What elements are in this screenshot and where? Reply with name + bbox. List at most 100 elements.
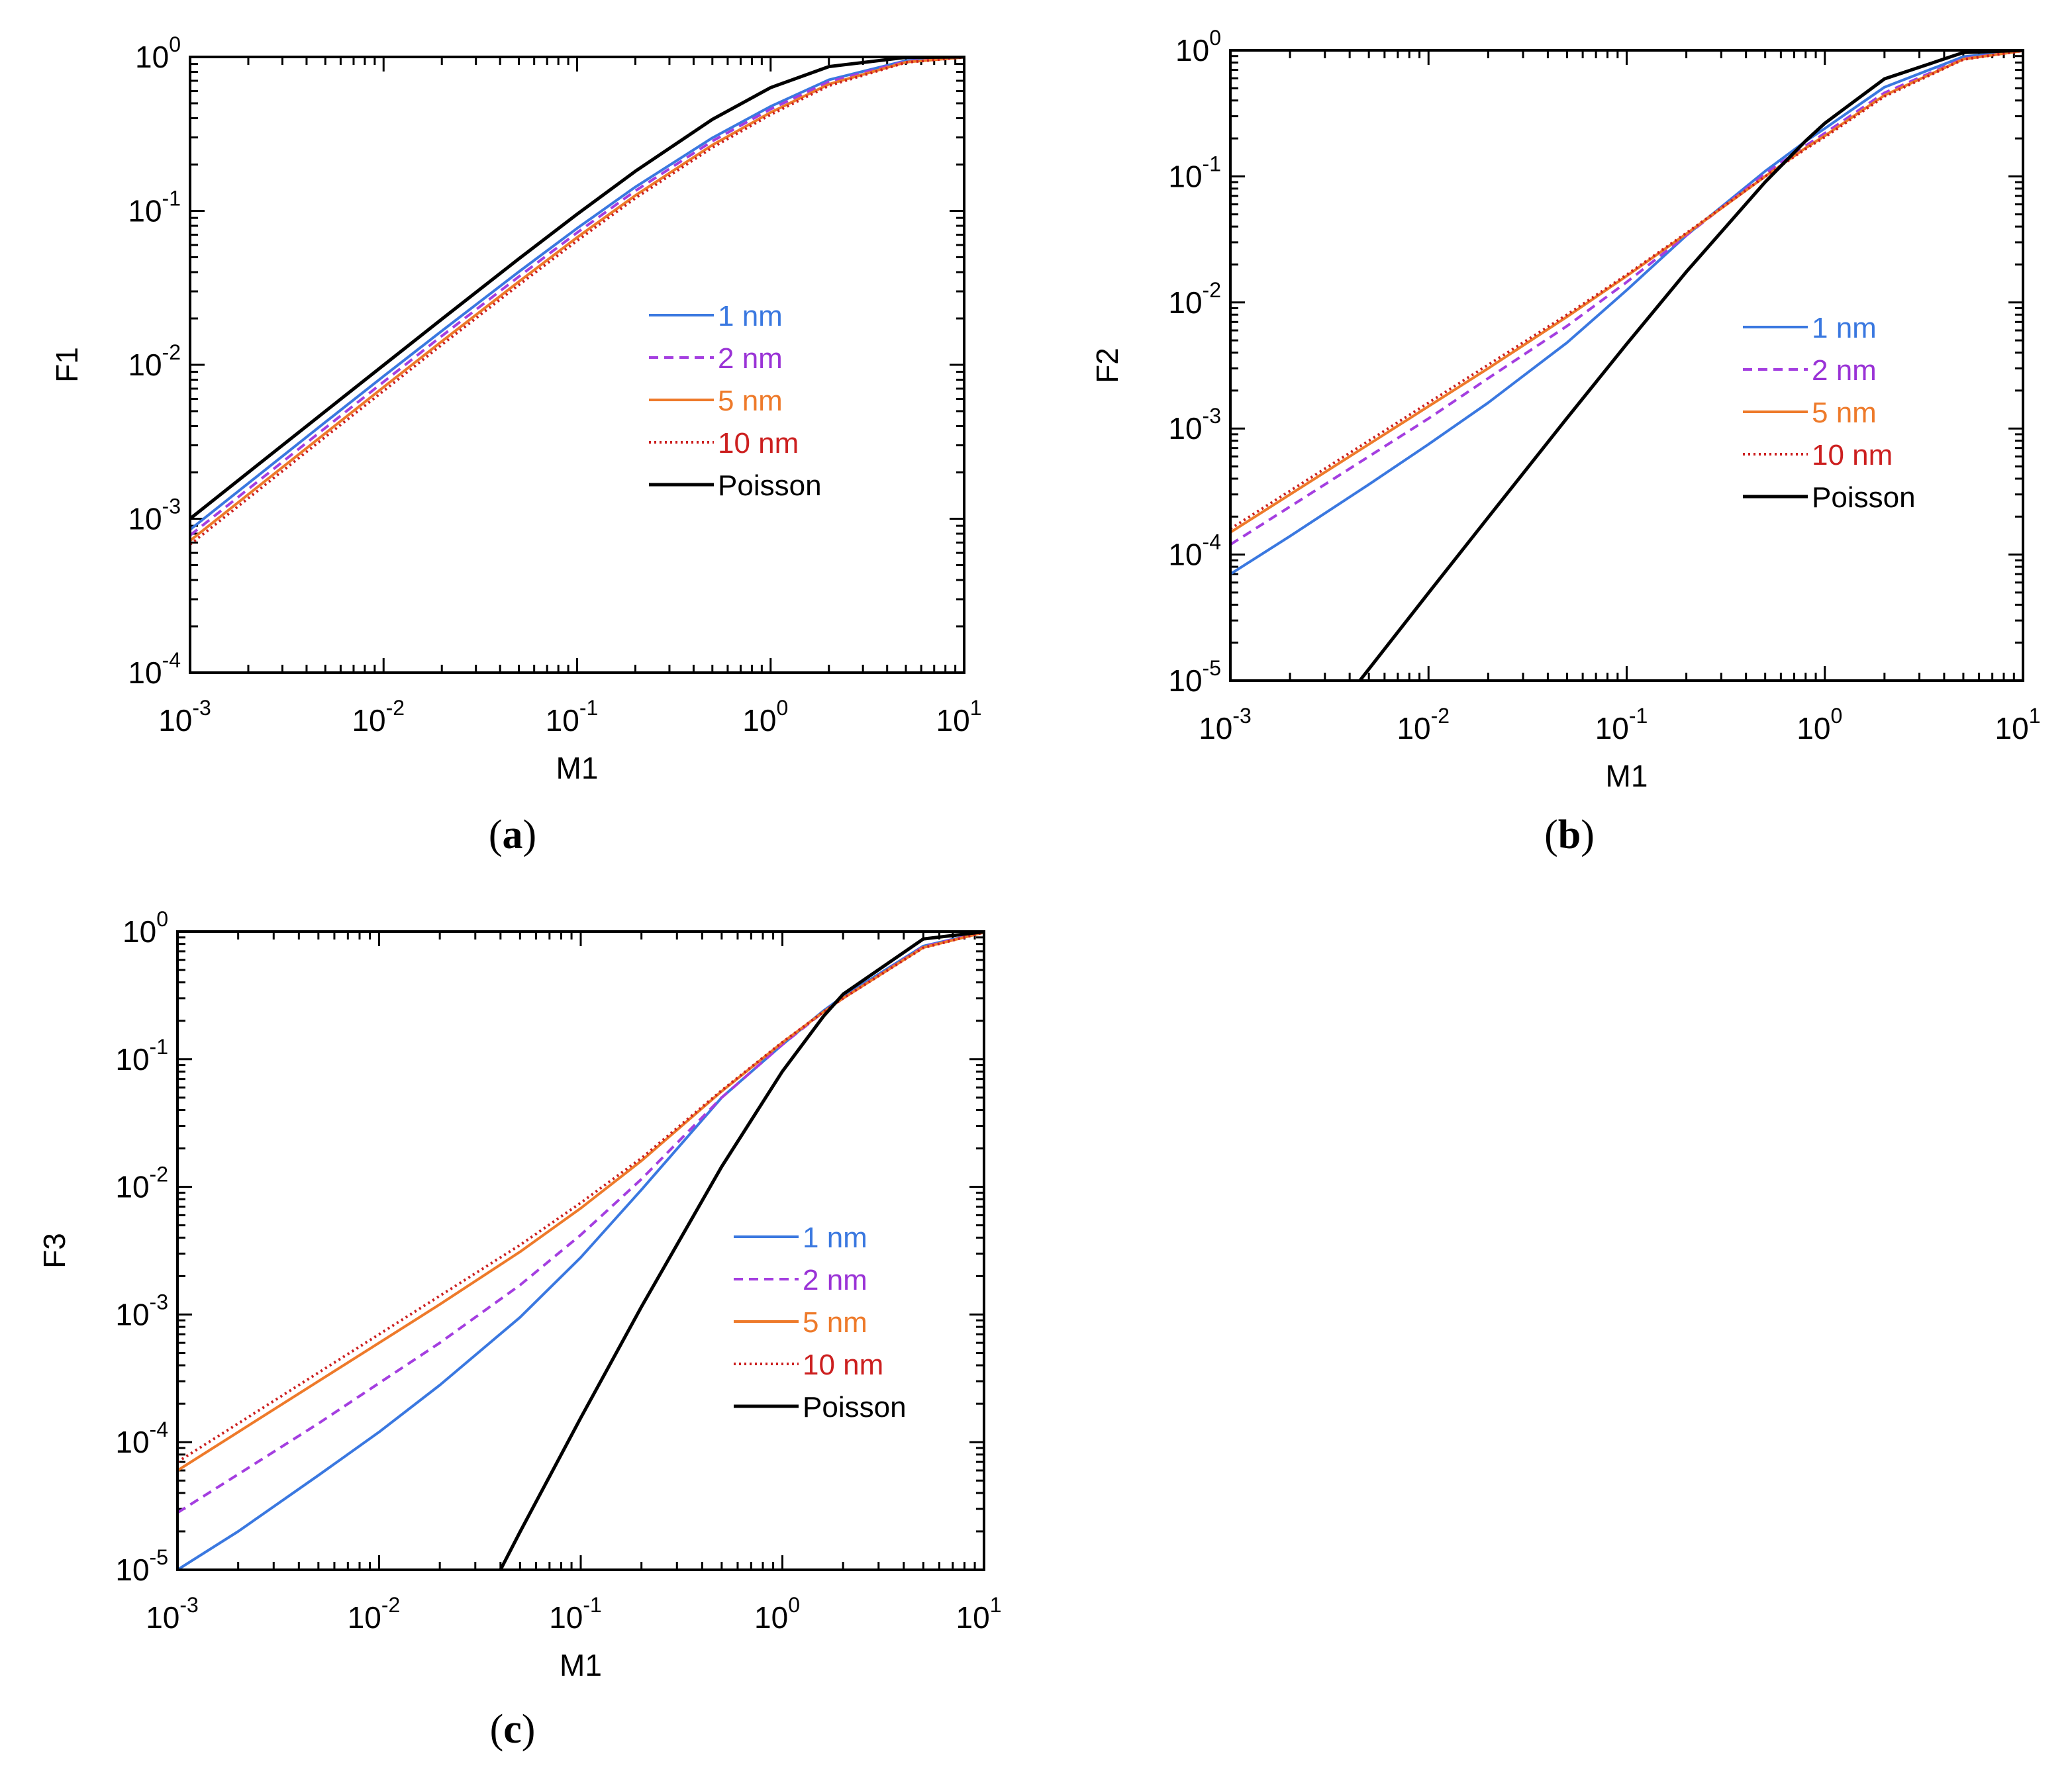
x-tick-label-exponent: -1 [583,1593,601,1617]
x-tick-label-exponent: -3 [1232,704,1251,728]
series-line-poisson [1358,50,2023,681]
legend-label: Poisson [1812,481,1916,514]
y-tick-label-base: 10 [115,1425,149,1459]
caption-open-paren: ( [1544,812,1558,857]
x-tick-label: 100 [742,696,788,738]
x-tick-label-exponent: 0 [788,1593,800,1617]
x-tick-label-base: 10 [956,1600,990,1635]
plot-frame [1229,49,2024,682]
x-tick-label-exponent: -2 [381,1593,400,1617]
x-axis-label: M1 [1606,759,1648,793]
y-tick-label-base: 10 [115,1042,149,1077]
y-tick-label-base: 10 [135,40,169,74]
series-line-10-nm [1230,50,2023,530]
y-tick-label-exponent: -2 [162,340,181,364]
chart-panel-a: 10-3 10-2 10-1 100 10110-410-310-210-1100M1F… [50,32,981,857]
series-line-2-nm [1230,50,2023,546]
x-tick-label: 100 [754,1593,800,1635]
y-tick-label-exponent: -5 [150,1545,168,1569]
x-tick-label: 100 [1797,704,1842,746]
y-tick-label-exponent: -4 [162,648,181,672]
legend-label: 10 nm [803,1349,883,1381]
legend-item: 10 nm [649,427,799,459]
legend-item: 5 nm [649,385,783,417]
y-tick-label-exponent: -2 [150,1163,168,1186]
y-tick-label-exponent: -2 [1203,278,1221,302]
x-tick-label-base: 10 [1397,711,1430,746]
y-axis-label: F3 [37,1233,72,1269]
legend: 1 nm 2 nm 5 nm 10 nm Poisson [734,1222,907,1423]
x-tick-label-base: 10 [352,703,385,738]
x-tick-label-exponent: -1 [1629,704,1648,728]
y-tick-label: 10-2 [1168,278,1221,320]
x-tick-label: 10-1 [546,696,599,738]
legend-label: 5 nm [1812,397,1877,429]
x-tick-label: 10-2 [352,696,405,738]
x-tick-label-base: 10 [742,703,776,738]
legend-item: 10 nm [734,1349,883,1381]
y-tick-label-base: 10 [115,1553,149,1587]
series-line-1-nm [1230,50,2023,575]
legend-label: 1 nm [803,1222,867,1254]
legend-item: Poisson [649,469,822,502]
caption-letter: c [503,1707,522,1752]
legend-label: 2 nm [718,342,783,375]
legend-item: 1 nm [734,1222,867,1254]
y-axis-label: F2 [1090,348,1124,383]
y-tick-label-exponent: 0 [1209,26,1221,50]
y-tick-label-exponent: -3 [150,1290,168,1314]
x-tick-label-base: 10 [546,703,579,738]
chart-panel-c: 10-3 10-2 10-1 100 10110-510-410-310-210-110… [37,907,1001,1752]
y-tick-label-base: 10 [1168,411,1202,446]
panel-caption: (b) [1544,812,1595,857]
x-tick-label: 10-1 [1595,704,1648,746]
legend-item: 1 nm [649,300,783,332]
x-tick-labels: 10-3 10-2 10-1 100 101 [158,696,981,738]
x-tick-label-exponent: -2 [1431,704,1450,728]
legend-label: 5 nm [718,385,783,417]
x-tick-labels: 10-3 10-2 10-1 100 101 [1199,704,2040,746]
legend-label: 1 nm [1812,312,1877,344]
y-tick-label-base: 10 [1168,159,1202,193]
plot-frame [189,56,965,674]
y-tick-label-base: 10 [1168,663,1202,698]
plot-frame [176,930,985,1571]
y-tick-label-base: 10 [123,914,156,949]
y-tick-label-base: 10 [1168,538,1202,572]
legend: 1 nm 2 nm 5 nm 10 nm Poisson [649,300,822,502]
caption-open-paren: ( [489,812,503,857]
legend-label: 2 nm [1812,354,1877,387]
x-tick-label: 101 [1995,704,2041,746]
x-tick-label-exponent: -3 [192,696,211,720]
x-tick-label-exponent: -1 [579,696,598,720]
x-tick-label-exponent: -2 [386,696,405,720]
y-tick-label-exponent: 0 [169,32,181,56]
y-tick-label-base: 10 [128,502,162,536]
x-tick-label: 101 [936,696,982,738]
x-tick-label: 10-3 [146,1593,199,1635]
legend-item: 5 nm [1743,397,1877,429]
legend-item: 2 nm [649,342,783,375]
legend-label: 1 nm [718,300,783,332]
caption-letter: b [1558,812,1581,857]
x-tick-label: 10-3 [158,696,211,738]
y-tick-label: 10-5 [1168,656,1221,698]
x-axis-label: M1 [556,751,599,785]
x-tick-label-exponent: -3 [179,1593,198,1617]
x-tick-label-exponent: 0 [1830,704,1842,728]
y-tick-label-base: 10 [115,1170,149,1204]
series-lines [177,932,984,1570]
series-line-5-nm [1230,50,2023,534]
caption-open-paren: ( [490,1707,504,1752]
y-tick-label-exponent: -1 [150,1035,168,1059]
y-tick-label-base: 10 [128,655,162,690]
series-lines [190,57,964,546]
legend-item: Poisson [734,1391,907,1423]
x-tick-label-base: 10 [1595,711,1629,746]
y-tick-label: 10-2 [128,340,181,382]
panels: 10-3 10-2 10-1 100 10110-410-310-210-1100M1F… [37,26,2040,1752]
legend-label: 10 nm [1812,439,1893,471]
caption-letter: a [503,812,523,857]
